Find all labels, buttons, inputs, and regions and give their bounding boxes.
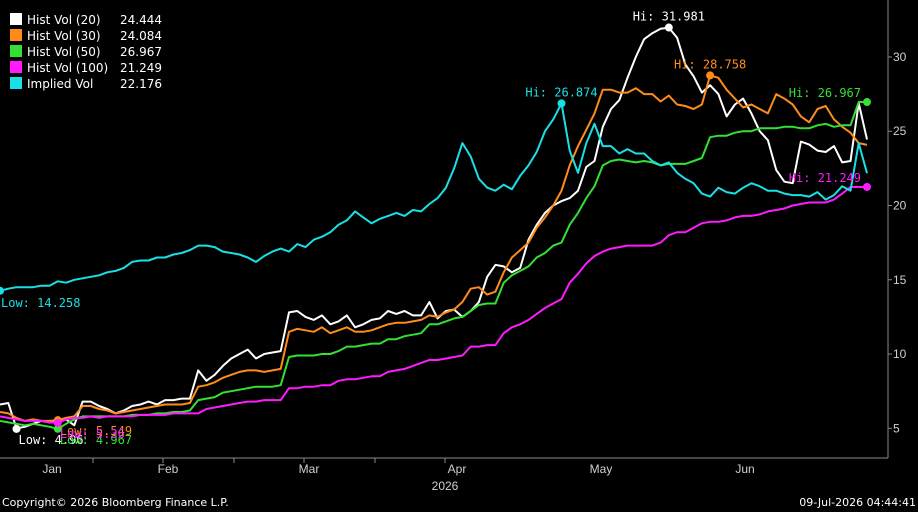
series-line [0,101,867,430]
x-tick-label: Feb [158,462,179,476]
y-tick-label: 30 [893,50,907,64]
timestamp-text: 09-Jul-2026 04:44:41 [799,496,916,509]
annotation-label: Hi: 21.249 [789,171,861,185]
series-line [0,186,867,424]
legend-series-name: Hist Vol (20) [27,13,101,27]
legend-series-name: Hist Vol (50) [27,45,101,59]
legend-series-name: Hist Vol (100) [27,61,108,75]
x-tick-label: Jan [42,462,61,476]
x-tick-label: Mar [299,462,320,476]
y-tick-label: 15 [893,273,907,287]
legend-series-value: 21.249 [120,61,162,75]
y-tick-label: 5 [893,421,900,435]
annotation-label: Low: 5.36 [60,427,125,441]
copyright-text: Copyright© 2026 Bloomberg Finance L.P. [2,496,229,509]
legend-swatch [10,29,22,41]
legend-series-name: Hist Vol (30) [27,29,101,43]
series-line [0,102,868,292]
annotation-label: Low: 4.96 [19,433,84,447]
annotation-marker [53,424,62,433]
y-tick-label: 20 [893,199,907,213]
annotation-marker [53,418,62,427]
annotation-label: Hi: 26.967 [789,86,861,100]
x-tick-label: Jun [735,462,754,476]
series-line [0,74,868,422]
legend-series-value: 24.084 [120,29,162,43]
annotation-marker [706,71,715,80]
series-line [0,26,868,430]
x-tick-label: Apr [448,462,467,476]
legend-swatch [10,61,22,73]
annotation-marker [863,182,871,191]
annotation-label: Low: 5.549 [60,424,132,438]
annotation-label: Low: 4.967 [60,433,132,447]
x-year-label: 2026 [432,479,459,493]
annotation-marker [0,286,4,295]
annotation-label: Low: 14.258 [1,296,80,310]
annotation-label: Hi: 28.758 [674,57,746,71]
annotation-marker [12,424,21,433]
annotation-marker [664,23,673,32]
annotation-marker [557,99,566,108]
legend-swatch [10,45,22,57]
legend-series-value: 24.444 [120,13,162,27]
legend-box [4,9,164,95]
annotation-marker [863,98,871,107]
annotation-label: Hi: 26.874 [525,85,597,99]
y-tick-label: 25 [893,124,907,138]
legend-series-value: 22.176 [120,77,162,91]
legend-series-name: Implied Vol [27,77,93,91]
x-tick-label: May [590,462,613,476]
legend-swatch [10,13,22,25]
legend-series-value: 26.967 [120,45,162,59]
y-tick-label: 10 [893,347,907,361]
legend-swatch [10,77,22,89]
annotation-label: Hi: 31.981 [633,10,705,24]
